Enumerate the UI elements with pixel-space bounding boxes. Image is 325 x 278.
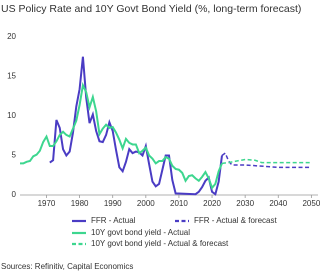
series-line <box>221 158 312 165</box>
y-tick-label: 5 <box>12 151 17 160</box>
x-tick-label: 2040 <box>269 199 287 208</box>
legend-label: FFR - Actual & forecast <box>194 216 277 225</box>
x-tick-label: 2000 <box>137 199 155 208</box>
y-tick-label: 0 <box>12 190 17 199</box>
source: Sources: Refinitiv, Capital Economics <box>1 262 133 271</box>
x-tick-label: 2020 <box>203 199 221 208</box>
x-tick-label: 2010 <box>170 199 188 208</box>
x-tick-label: 2050 <box>302 199 320 208</box>
x-tick-label: 1970 <box>38 199 56 208</box>
chart-title: US Policy Rate and 10Y Govt Bond Yield (… <box>1 3 301 15</box>
y-tick-label: 10 <box>7 111 16 120</box>
series-line <box>221 151 312 169</box>
legend-label: FFR - Actual <box>91 216 136 225</box>
x-tick-label: 1990 <box>104 199 122 208</box>
legend-label: 10Y govt bond yield - Actual & forecast <box>91 239 229 248</box>
y-tick-label: 15 <box>7 72 16 81</box>
series-line <box>49 56 223 196</box>
x-tick-label: 1980 <box>71 199 89 208</box>
series-line <box>20 81 223 190</box>
y-tick-label: 20 <box>7 32 16 41</box>
legend-label: 10Y govt bond yield - Actual <box>91 228 190 237</box>
x-tick-label: 2030 <box>236 199 254 208</box>
